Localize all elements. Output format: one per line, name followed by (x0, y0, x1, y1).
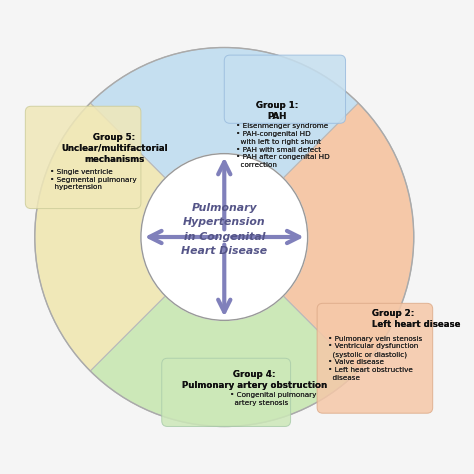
Wedge shape (90, 47, 358, 237)
Text: • Pulmonary vein stenosis
• Ventricular dysfunction
  (systolic or diastolic)
• : • Pulmonary vein stenosis • Ventricular … (328, 336, 423, 381)
Wedge shape (35, 103, 224, 371)
Text: Group 5:
Unclear/multifactorial
mechanisms: Group 5: Unclear/multifactorial mechanis… (61, 133, 168, 164)
Wedge shape (90, 237, 358, 427)
Text: Group 4:
Pulmonary artery obstruction: Group 4: Pulmonary artery obstruction (182, 370, 327, 390)
FancyBboxPatch shape (162, 358, 291, 427)
Text: • Congenital pulmonary
  artery stenosis: • Congenital pulmonary artery stenosis (230, 392, 316, 406)
FancyBboxPatch shape (317, 303, 433, 413)
Text: Pulmonary
Hypertension
in Congenital
Heart Disease: Pulmonary Hypertension in Congenital Hea… (181, 203, 267, 256)
Text: Group 1:
PAH: Group 1: PAH (256, 100, 299, 121)
Text: Group 2:
Left heart disease: Group 2: Left heart disease (372, 309, 461, 329)
Text: Group 5:
Unclear/multifactorial
mechanisms: Group 5: Unclear/multifactorial mechanis… (61, 133, 168, 164)
Circle shape (35, 47, 414, 427)
Text: • Eisenmenger syndrome
• PAH-congenital HD
  with left to right shunt
• PAH with: • Eisenmenger syndrome • PAH-congenital … (236, 123, 329, 168)
Text: • Pulmonary vein stenosis
• Ventricular dysfunction
  (systolic or diastolic)
• : • Pulmonary vein stenosis • Ventricular … (328, 336, 423, 381)
Text: • Single ventricle
• Segmental pulmonary
  hypertension: • Single ventricle • Segmental pulmonary… (50, 169, 137, 190)
Text: Group 1:
PAH: Group 1: PAH (256, 100, 299, 121)
Text: • Congenital pulmonary
  artery stenosis: • Congenital pulmonary artery stenosis (230, 392, 316, 406)
Text: Group 4:
Pulmonary artery obstruction: Group 4: Pulmonary artery obstruction (182, 370, 327, 390)
Text: • Single ventricle
• Segmental pulmonary
  hypertension: • Single ventricle • Segmental pulmonary… (50, 169, 137, 190)
FancyBboxPatch shape (224, 55, 346, 123)
Wedge shape (224, 103, 414, 371)
Text: Group 2:
Left heart disease: Group 2: Left heart disease (372, 309, 461, 329)
Circle shape (141, 154, 308, 320)
FancyBboxPatch shape (25, 106, 141, 209)
Text: • Eisenmenger syndrome
• PAH-congenital HD
  with left to right shunt
• PAH with: • Eisenmenger syndrome • PAH-congenital … (236, 123, 329, 168)
